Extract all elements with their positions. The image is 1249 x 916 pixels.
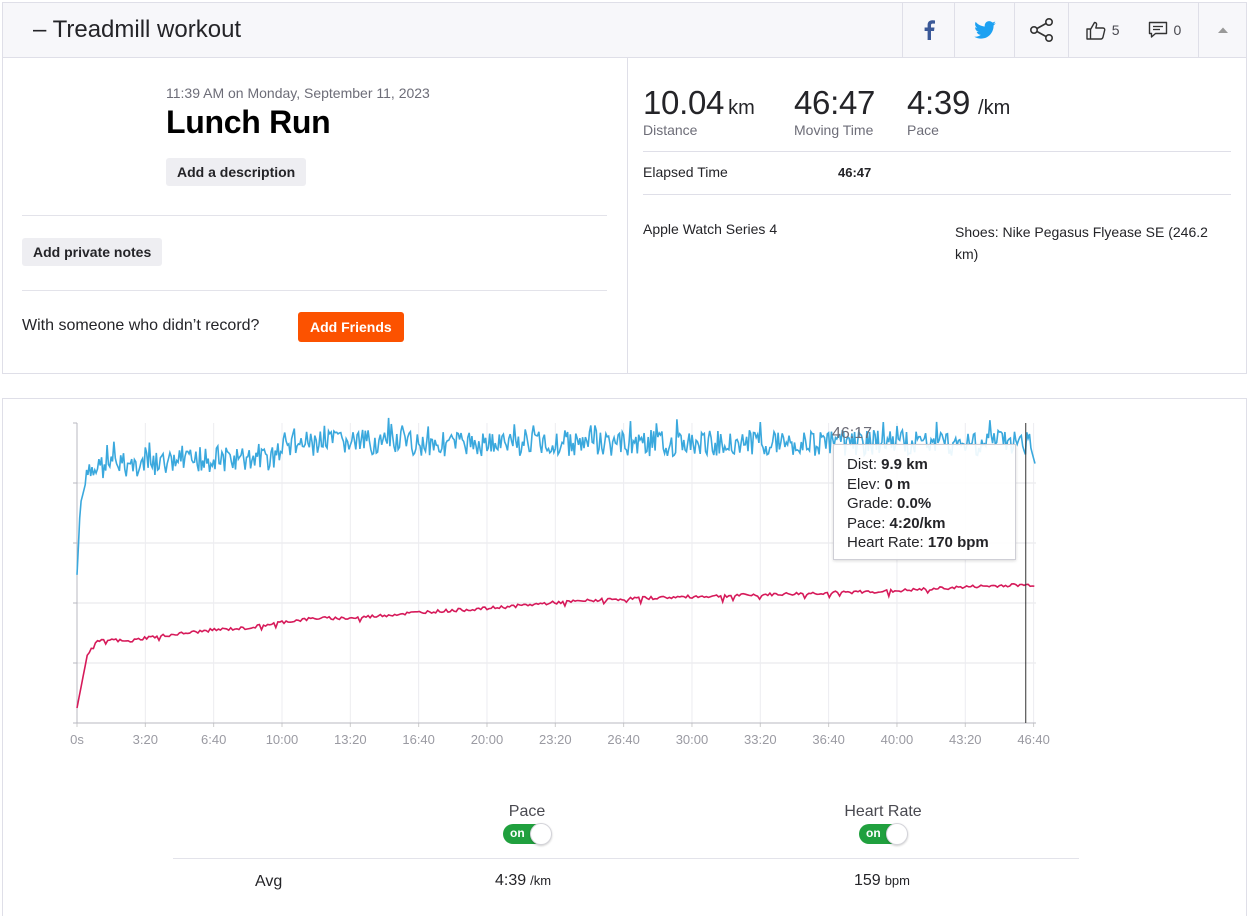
- legend-heart-rate-label: Heart Rate: [844, 803, 922, 820]
- elapsed-time-label: Elapsed Time: [643, 164, 728, 180]
- x-tick-label: 40:00: [881, 732, 914, 747]
- legend-heart-rate: Heart Rate on: [823, 803, 943, 845]
- moving-time-value: 46:47: [794, 84, 876, 121]
- elapsed-time-value: 46:47: [838, 165, 872, 180]
- thumbs-up-icon: [1086, 21, 1106, 40]
- pace-unit: /km: [978, 97, 1011, 119]
- avg-hr-value: 159: [854, 872, 881, 889]
- pace-label: Pace: [907, 122, 939, 138]
- avg-pace-value: 4:39: [495, 872, 527, 889]
- activity-name[interactable]: Lunch Run: [166, 104, 331, 140]
- avg-hr-unit: bpm: [884, 873, 910, 888]
- kudos-button[interactable]: 5: [1086, 21, 1120, 40]
- toggle-on-text: on: [510, 826, 525, 840]
- heart-rate-toggle[interactable]: on: [859, 823, 908, 845]
- x-tick-label: 20:00: [471, 732, 504, 747]
- header-actions: 5 0: [902, 3, 1246, 57]
- avg-label: Avg: [255, 873, 283, 890]
- add-friends-button[interactable]: Add Friends: [298, 312, 404, 342]
- analysis-chart-card: 0s 3:20 6:40 10:00 13:20 16:40 20:00 23:20 26:40…: [2, 398, 1247, 916]
- comment-icon: [1148, 21, 1167, 38]
- device-name: Apple Watch Series 4: [643, 221, 778, 237]
- distance-unit: km: [728, 97, 755, 119]
- legend-pace: Pace on: [477, 803, 577, 845]
- kudos-comments-group: 5 0: [1068, 3, 1198, 57]
- heart-rate-series-line: [76, 582, 1035, 709]
- add-description-button[interactable]: Add a description: [166, 158, 307, 186]
- shoes-info[interactable]: Shoes: Nike Pegasus Flyease SE (246.2 km…: [955, 224, 1208, 262]
- activity-header-bar: – Treadmill workout 5 0: [3, 3, 1246, 58]
- divider: [22, 215, 607, 216]
- toggle-knob: [886, 823, 908, 845]
- x-tick-label: 6:40: [201, 732, 226, 747]
- pace-series-line: [76, 417, 1036, 575]
- facebook-share-button[interactable]: [902, 3, 954, 57]
- divider: [22, 290, 607, 291]
- tooltip-pace: Pace: 4:20/km: [847, 514, 946, 532]
- activity-stats-panel: 10.04 km Distance 46:47 Moving Time 4:39/…: [627, 58, 1247, 374]
- avg-pace: 4:39/km: [495, 872, 551, 890]
- moving-time-label: Moving Time: [794, 122, 874, 138]
- x-tick-label: 3:20: [133, 732, 158, 747]
- x-tick-label: 46:40: [1017, 732, 1050, 747]
- comments-count: 0: [1173, 22, 1182, 38]
- facebook-icon: [924, 20, 935, 40]
- stat-moving-time: 46:47 Moving Time: [794, 84, 875, 138]
- add-private-notes-button[interactable]: Add private notes: [22, 238, 163, 266]
- twitter-share-button[interactable]: [954, 3, 1014, 57]
- comments-button[interactable]: 0: [1148, 21, 1182, 39]
- distance-label: Distance: [643, 122, 698, 138]
- stat-pace: 4:39/km Pace: [907, 84, 1010, 138]
- tooltip-distance: Dist: 9.9 km: [847, 456, 928, 473]
- x-tick-label: 43:20: [949, 732, 982, 747]
- activity-details-panel: 11:39 AM on Monday, September 11, 2023 L…: [3, 58, 627, 374]
- x-tick-label: 36:40: [812, 732, 845, 747]
- legend-pace-label: Pace: [508, 803, 546, 820]
- x-tick-label: 0s: [70, 732, 84, 747]
- pace-toggle[interactable]: on: [503, 823, 552, 845]
- chart-tooltip: Dist: 9.9 km Elev: 0 m Grade: 0.0% Pace:…: [833, 444, 1016, 560]
- share-button[interactable]: [1014, 3, 1068, 57]
- with-someone-text: With someone who didn’t record?: [22, 317, 260, 334]
- avg-heart-rate: 159 bpm: [854, 872, 910, 890]
- x-tick-label: 10:00: [266, 732, 299, 747]
- pace-value: 4:39: [907, 84, 971, 121]
- pace-heart-rate-chart[interactable]: 0s 3:20 6:40 10:00 13:20 16:40 20:00 23:20 26:40…: [3, 399, 1246, 759]
- kudos-count: 5: [1111, 22, 1120, 38]
- divider: [643, 194, 1231, 195]
- page-title: – Treadmill workout: [33, 16, 242, 43]
- collapse-button[interactable]: [1198, 3, 1246, 57]
- x-tick-label: 13:20: [334, 732, 367, 747]
- distance-value: 10.04: [643, 84, 725, 121]
- x-tick-label: 30:00: [676, 732, 709, 747]
- caret-up-icon: [1217, 27, 1228, 33]
- tooltip-grade: Grade: 0.0%: [847, 495, 932, 512]
- x-tick-label: 33:20: [744, 732, 777, 747]
- avg-pace-unit: /km: [530, 873, 552, 888]
- tooltip-heart-rate: Heart Rate: 170 bpm: [847, 534, 989, 551]
- summary-divider: [173, 858, 1079, 859]
- twitter-icon: [973, 21, 996, 39]
- toggle-knob: [530, 823, 552, 845]
- tooltip-elevation: Elev: 0 m: [847, 475, 911, 493]
- x-tick-label: 23:20: [539, 732, 572, 747]
- activity-summary-card: – Treadmill workout 5 0: [2, 2, 1247, 374]
- cursor-time: 46:17: [832, 425, 873, 442]
- divider: [643, 151, 1231, 152]
- share-icon: [1029, 17, 1053, 42]
- x-tick-label: 26:40: [607, 732, 640, 747]
- stat-distance: 10.04 km Distance: [643, 84, 755, 138]
- toggle-on-text: on: [866, 826, 881, 840]
- activity-datetime: 11:39 AM on Monday, September 11, 2023: [166, 85, 430, 101]
- x-tick-label: 16:40: [402, 732, 435, 747]
